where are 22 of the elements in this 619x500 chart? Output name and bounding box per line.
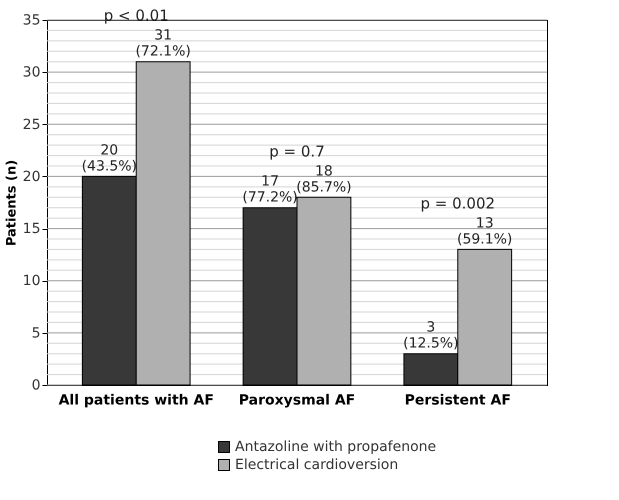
y-tick-label: 5 xyxy=(32,325,40,342)
y-tick-label: 15 xyxy=(22,221,40,238)
x-tick-label: Persistent AF xyxy=(404,392,511,408)
annotation: p < 0.01 xyxy=(104,6,169,25)
y-tick-label: 35 xyxy=(22,12,40,28)
data-label: 18 (85.7%) xyxy=(296,163,352,196)
y-tick-label: 20 xyxy=(22,168,40,185)
data-label: 3 (12.5%) xyxy=(403,320,459,352)
y-tick-label: 10 xyxy=(22,273,40,290)
x-tick-label: Paroxysmal AF xyxy=(238,392,356,408)
annotation: p = 0.7 xyxy=(269,142,325,160)
x-tick-label: All patients with AF xyxy=(58,392,214,408)
legend-label: Electrical cardioversion xyxy=(235,457,398,473)
data-label: 13 (59.1%) xyxy=(457,215,512,248)
y-tick-label: 30 xyxy=(22,64,40,81)
y-axis-title: Patients (n) xyxy=(4,160,20,246)
y-tick-label: 0 xyxy=(32,378,40,394)
y-tick-label: 25 xyxy=(22,116,40,133)
data-label: 31 (72.1%) xyxy=(135,28,191,60)
legend-label: Antazoline with propafenone xyxy=(235,439,436,455)
data-label: 17 (77.2%) xyxy=(242,174,298,206)
annotation: p = 0.002 xyxy=(420,194,496,212)
